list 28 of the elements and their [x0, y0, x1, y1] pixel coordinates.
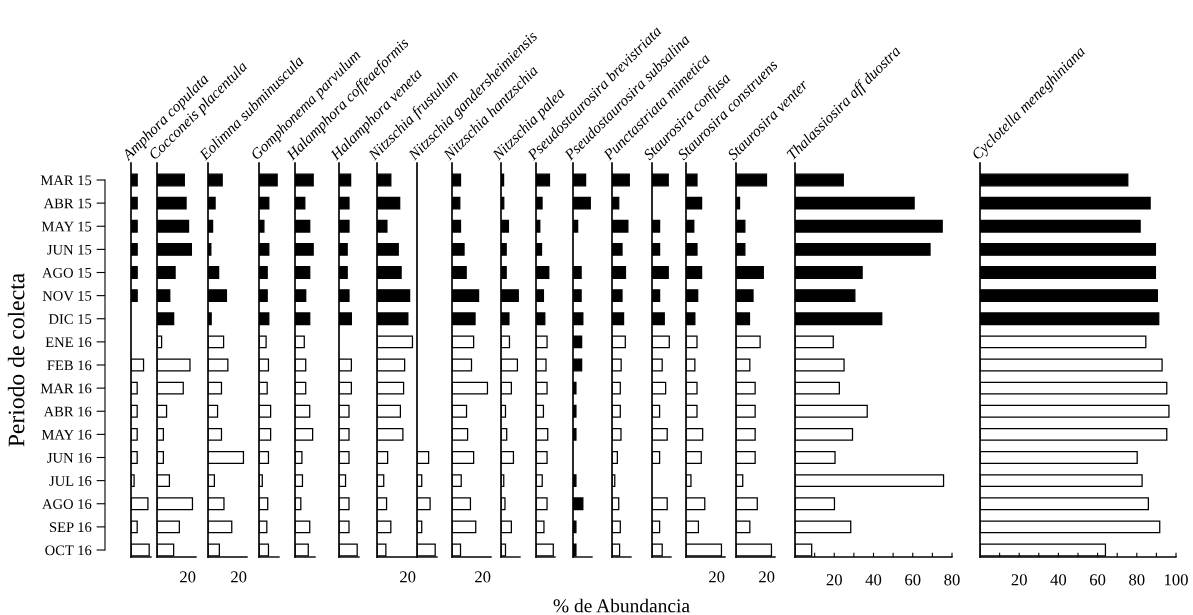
x-axis-title: % de Abundancia [553, 598, 690, 613]
x-tick-label: 80 [1129, 574, 1145, 586]
x-tick-label: 60 [905, 574, 921, 586]
y-tick-label: JUN 15 [47, 244, 92, 255]
x-tick-label: 100 [1164, 574, 1188, 586]
y-tick-label: DIC 15 [48, 314, 92, 324]
x-tick-label: 40 [865, 574, 882, 586]
y-tick-label: ENE 16 [45, 337, 92, 348]
y-tick-label: AGO 16 [42, 499, 92, 509]
x-tick-label: 40 [1050, 574, 1067, 586]
x-tick-label: 80 [944, 574, 960, 586]
y-tick-label: SEP 16 [49, 522, 92, 533]
y-tick-label: JUL 16 [49, 476, 92, 486]
y-tick-label: AGO 15 [42, 267, 92, 278]
y-tick-label: MAR 15 [40, 175, 92, 186]
y-tick-label: ABR 15 [43, 198, 92, 209]
y-tick-label: OCT 16 [45, 545, 92, 556]
y-tick-label: MAY 16 [41, 429, 92, 440]
y-tick-label: ABR 16 [43, 406, 92, 417]
y-tick-label: JUN 16 [47, 452, 92, 463]
x-tick-label: 20 [826, 574, 842, 586]
x-tick-label: 60 [1089, 574, 1106, 586]
y-tick-label: NOV 15 [42, 291, 92, 301]
y-tick-label: FEB 16 [47, 360, 92, 371]
x-tick-label: 20 [1011, 574, 1027, 586]
y-tick-label: MAY 15 [41, 221, 92, 232]
y-tick-label: MAR 16 [40, 383, 92, 394]
y-axis-title: Periodo de colecta [7, 273, 25, 447]
